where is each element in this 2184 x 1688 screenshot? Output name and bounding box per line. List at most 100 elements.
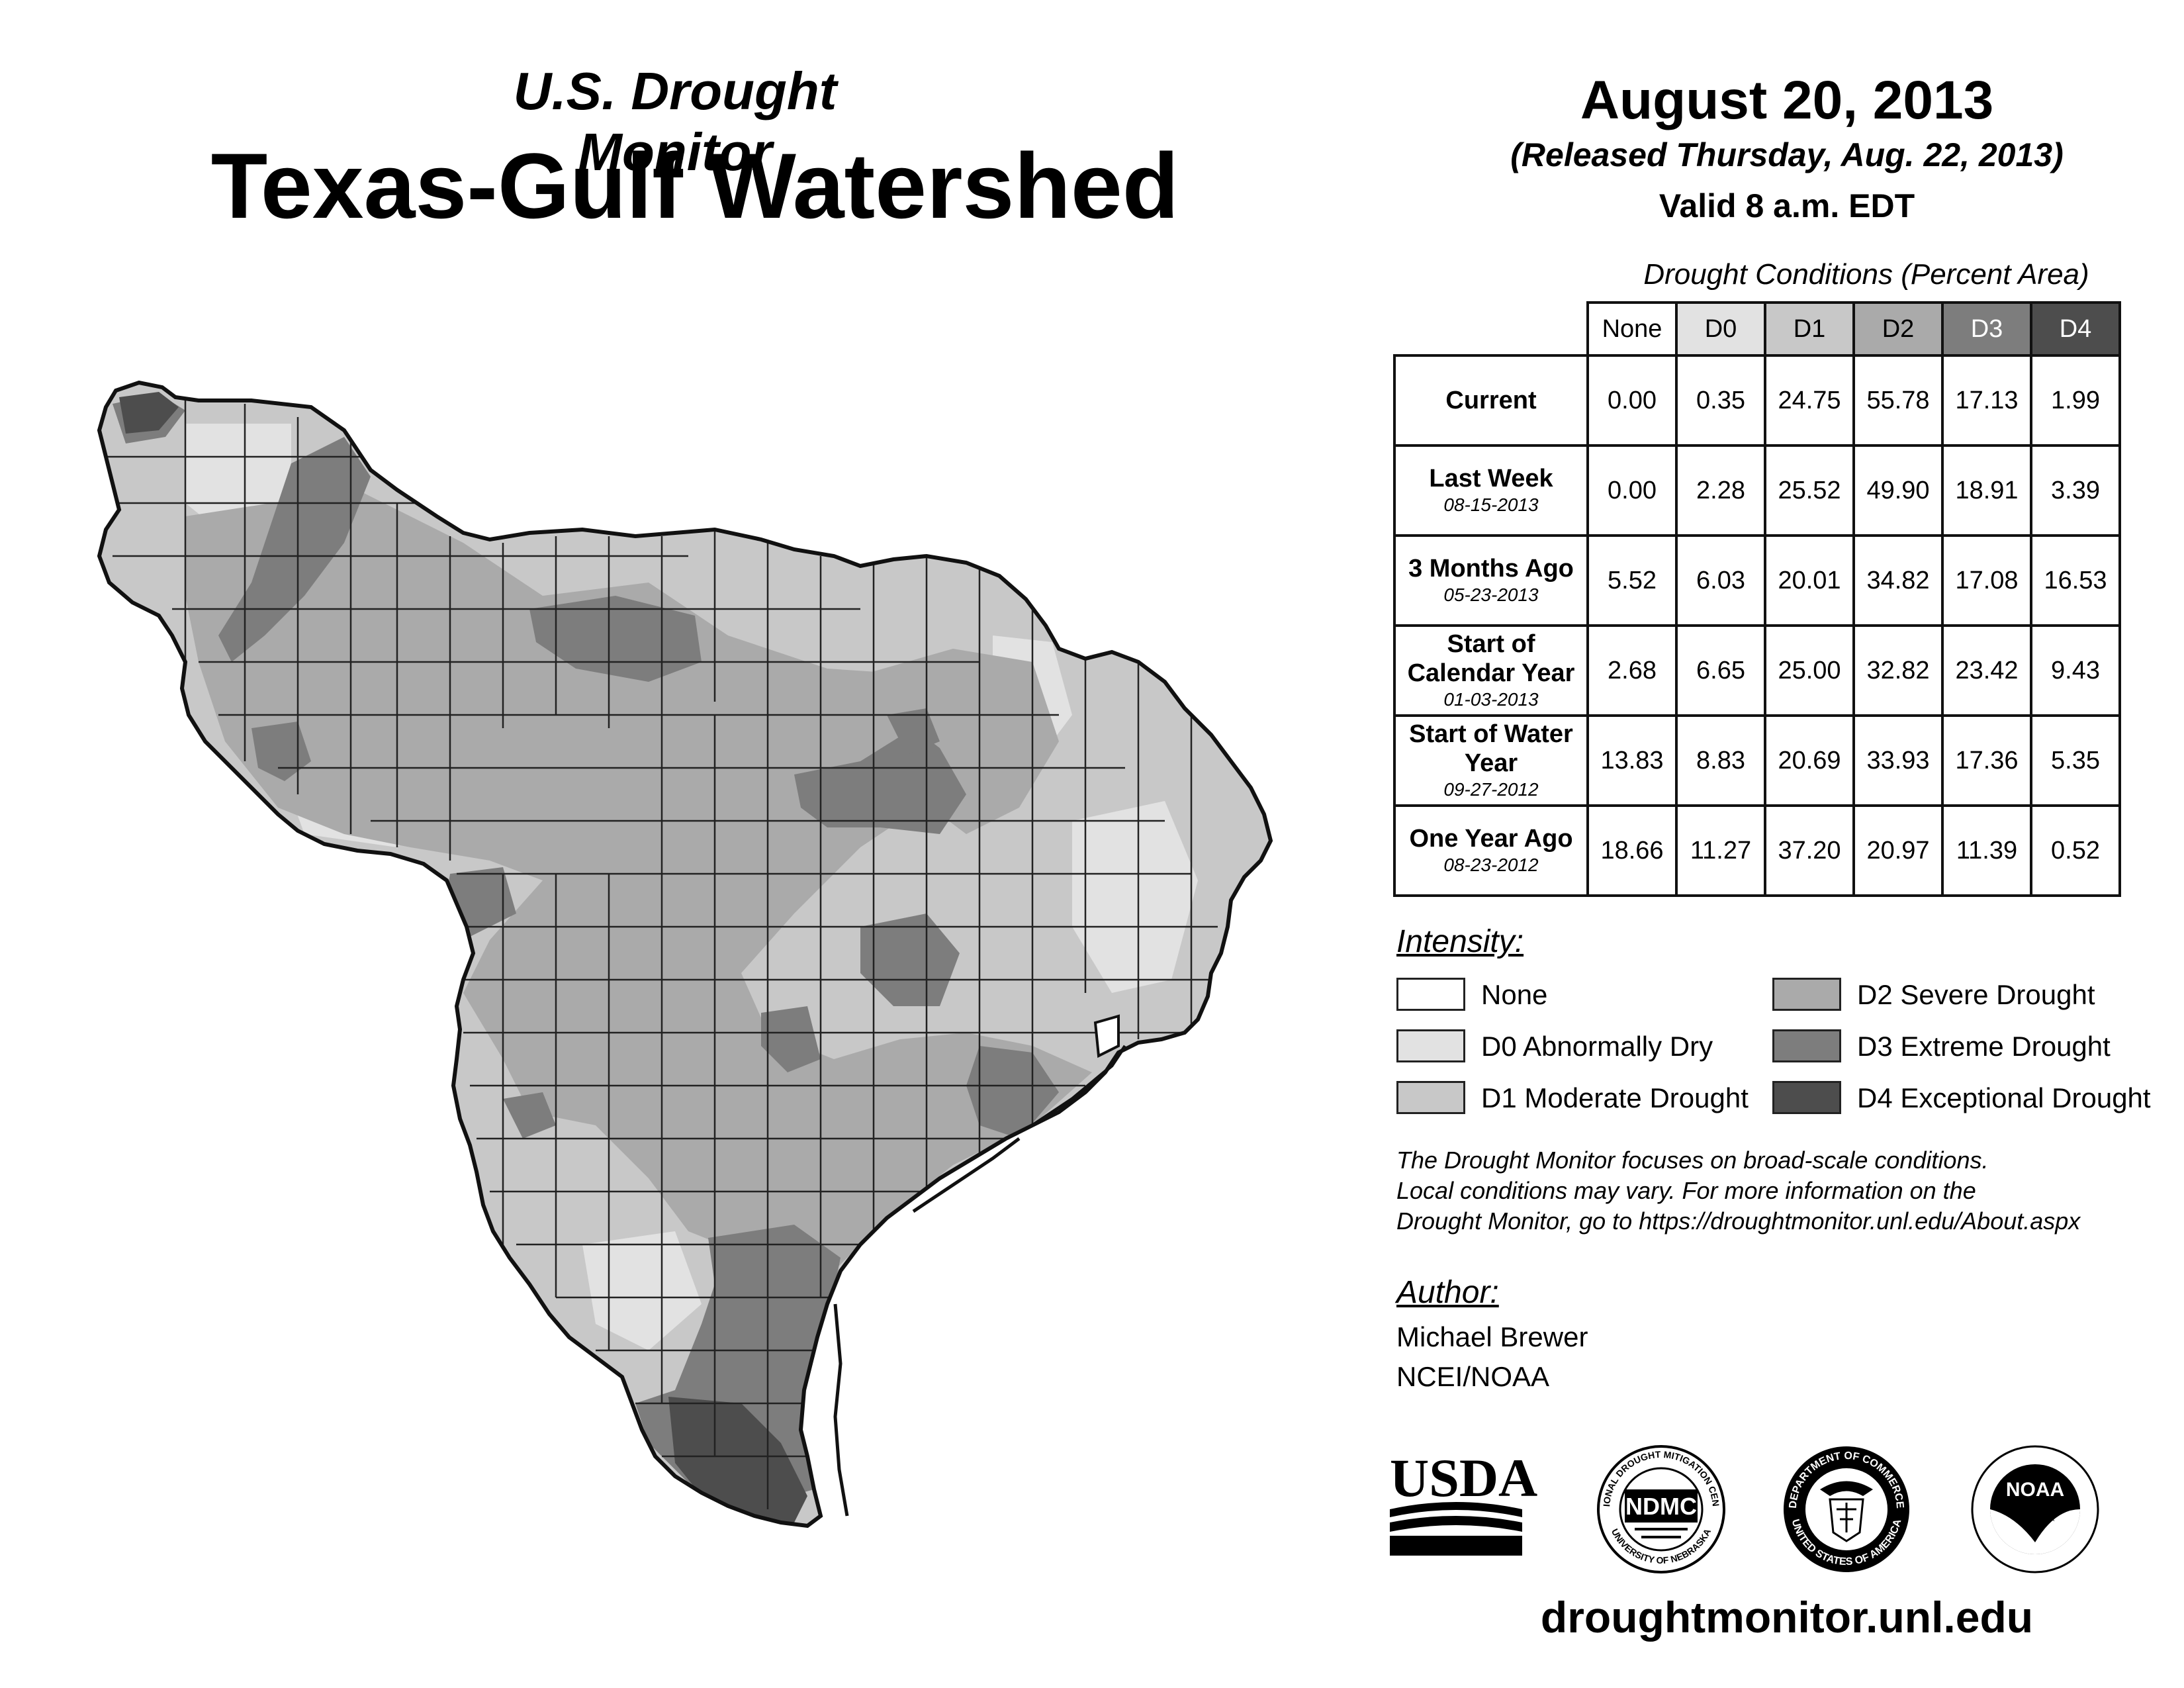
row-label-date: 08-15-2013 [1443,494,1539,515]
table-cell: 20.01 [1764,534,1855,627]
watershed-map [0,0,1324,1622]
row-label-date: 01-03-2013 [1443,689,1539,710]
table-cell: 20.69 [1764,714,1855,807]
commerce-seal-logo: DEPARTMENT OF COMMERCE UNITED STATES OF … [1784,1446,1909,1572]
table-cell: 34.82 [1852,534,1944,627]
usda-logo: USDA [1390,1448,1537,1556]
zone-d2 [860,649,1059,834]
zone-d3 [529,596,702,682]
legend-swatch [1396,1081,1465,1114]
table-cell: 5.52 [1586,534,1678,627]
disclaimer-note: The Drought Monitor focuses on broad-sca… [1396,1145,2158,1237]
row-label-text: Start of Water Year [1409,720,1573,777]
table-caption: Drought Conditions (Percent Area) [1643,258,2089,291]
row-label: 3 Months Ago 05-23-2013 [1393,534,1589,627]
row-label-date: 09-27-2012 [1443,779,1539,800]
table-cell: 6.65 [1675,624,1766,717]
agency-logos: USDA NATIONAL DROUGHT MITIGATION CENTER … [1390,1445,2099,1573]
zone-d3 [860,914,960,1006]
table-row-start-water-year: Start of Water Year 09-27-2012 13.83 8.83… [1393,714,2121,807]
row-label-text: 3 Months Ago [1408,555,1574,583]
table-cell: 11.27 [1675,804,1766,897]
table-row-last-week: Last Week 08-15-2013 0.00 2.28 25.52 49.9… [1393,444,2121,537]
row-label-date: 05-23-2013 [1443,585,1539,605]
legend-label: D0 Abnormally Dry [1481,1031,1713,1062]
col-header-d3: D3 [1941,301,2032,357]
barrier-island [912,1137,1021,1213]
legend-swatch [1772,978,1841,1011]
table-cell: 2.68 [1586,624,1678,717]
row-label: Current [1393,354,1589,447]
map-subtitle: U.S. Drought Monitor [513,62,837,181]
legend-label: None [1481,979,1548,1010]
table-cell: 16.53 [2030,534,2121,627]
legend-swatch [1396,1029,1465,1062]
row-label-text: One Year Ago [1409,825,1573,853]
note-line: Local conditions may vary. For more info… [1396,1177,1976,1204]
zone-d3 [966,1046,1059,1139]
table-cell: 18.91 [1941,444,2032,537]
col-header-d4: D4 [2030,301,2121,357]
table-row-start-calendar-year: Start of Calendar Year 01-03-2013 2.68 6.… [1393,624,2121,717]
author-title: Author: [1396,1275,1499,1310]
table-cell: 32.82 [1852,624,1944,717]
legend-swatch [1772,1029,1841,1062]
author-name: Michael Brewer [1396,1321,1588,1352]
table-cell: 17.13 [1941,354,2032,447]
author-block: Michael Brewer NCEI/NOAA [1396,1317,1588,1397]
table-cell: 0.00 [1586,354,1678,447]
table-cell: 0.35 [1675,354,1766,447]
note-line: The Drought Monitor focuses on broad-sca… [1396,1147,1989,1174]
map-title: Texas-Gulf Watershed [210,134,1179,238]
drought-zones [106,392,1218,1523]
table-cell: 13.83 [1586,714,1678,807]
table-cell: 9.43 [2030,624,2121,717]
table-cell: 55.78 [1852,354,1944,447]
table-cell: 6.03 [1675,534,1766,627]
table-corner [1394,303,1588,357]
row-label: One Year Ago 08-23-2012 [1393,804,1589,897]
valid-date: August 20, 2013 [1580,70,1994,130]
row-label-text: Start of Calendar Year [1407,630,1575,687]
zone-d0 [582,1231,702,1350]
table-cell: 25.52 [1764,444,1855,537]
county-boundaries [106,397,1218,1509]
table-row-3-months-ago: 3 Months Ago 05-23-2013 5.52 6.03 20.01 3… [1393,534,2121,627]
zone-d3 [761,1006,821,1072]
legend-title: Intensity: [1396,924,1524,959]
footer-url[interactable]: droughtmonitor.unl.edu [1540,1593,2034,1642]
zone-d3 [794,728,966,834]
table-row-one-year-ago: One Year Ago 08-23-2012 18.66 11.27 37.20… [1393,804,2121,897]
zone-d3 [218,437,371,662]
table-cell: 8.83 [1675,714,1766,807]
table-cell: 37.20 [1764,804,1855,897]
table-cell: 2.28 [1675,444,1766,537]
table-header-row: None D0 D1 D2 D3 D4 [1394,301,2121,357]
zone-d3 [503,1092,556,1139]
drought-conditions-table: None D0 D1 D2 D3 D4 Current 0.00 0.35 24… [1393,301,2121,897]
legend-label: D1 Moderate Drought [1481,1082,1749,1113]
author-org: NCEI/NOAA [1396,1361,1550,1392]
row-label-text: Current [1445,387,1537,414]
zone-d4 [119,392,179,434]
table-cell: 1.99 [2030,354,2121,447]
legend-label: D4 Exceptional Drought [1857,1082,2151,1113]
table-row-current: Current 0.00 0.35 24.75 55.78 17.13 1.99 [1393,354,2121,447]
zone-d3 [251,722,311,781]
noaa-logo: NOAA [1971,1445,2099,1573]
table-cell: 25.00 [1764,624,1855,717]
bay [1093,1014,1120,1058]
col-header-d1: D1 [1764,301,1855,357]
legend-label: D2 Severe Drought [1857,979,2095,1010]
table-cell: 18.66 [1586,804,1678,897]
legend-swatch [1772,1081,1841,1114]
row-label: Last Week 08-15-2013 [1393,444,1589,537]
usda-logo-text: USDA [1390,1448,1537,1508]
noaa-logo-text: NOAA [2006,1479,2064,1501]
table-cell: 20.97 [1852,804,1944,897]
table-cell: 49.90 [1852,444,1944,537]
table-cell: 5.35 [2030,714,2121,807]
legend-swatch [1396,978,1465,1011]
col-header-d2: D2 [1852,301,1944,357]
table-cell: 0.52 [2030,804,2121,897]
